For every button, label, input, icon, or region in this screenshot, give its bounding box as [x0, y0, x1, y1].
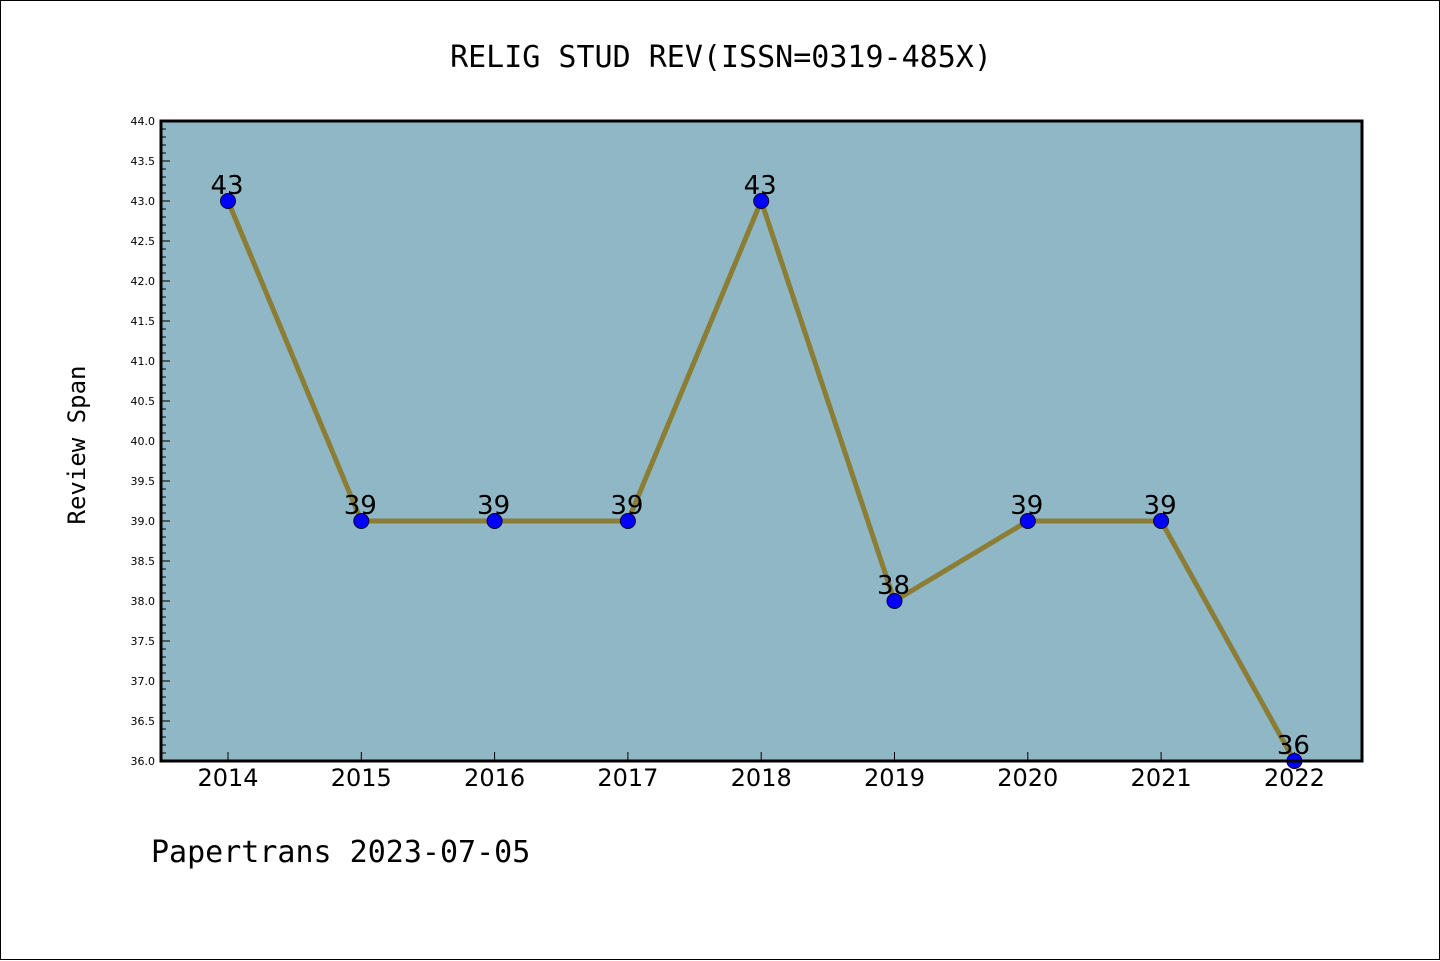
series-review-span [220, 193, 1303, 769]
x-tick-label: 2016 [464, 764, 525, 792]
y-tick-label: 43.0 [131, 195, 156, 208]
data-point [1153, 513, 1170, 529]
chart-title: RELIG STUD REV(ISSN=0319-485X) [450, 40, 992, 75]
y-tick-label: 39.5 [131, 475, 156, 488]
data-label: 43 [744, 171, 777, 201]
y-tick-label: 38.5 [131, 555, 156, 568]
y-tick-label: 40.0 [131, 435, 156, 448]
plot-area [161, 121, 1362, 761]
y-tick-label: 40.5 [131, 395, 156, 408]
y-tick-label: 37.0 [131, 675, 156, 688]
x-tick-label: 2017 [597, 764, 658, 792]
data-point [886, 593, 903, 609]
plot-border [159, 119, 1364, 763]
y-tick-label: 36.0 [131, 755, 156, 768]
footer-caption: Papertrans 2023-07-05 [151, 835, 531, 870]
data-label: 39 [1010, 491, 1043, 521]
data-labels: 43 39 39 39 43 38 39 39 36 [210, 171, 1309, 761]
y-tick-label: 44.0 [131, 115, 156, 128]
y-tick-label: 37.5 [131, 635, 156, 648]
x-tick-label: 2019 [864, 764, 925, 792]
x-tick-label: 2014 [197, 764, 258, 792]
data-label: 39 [344, 491, 377, 521]
y-tick-label: 43.5 [131, 155, 156, 168]
y-tick-label: 36.5 [131, 715, 156, 728]
y-tick-label: 39.0 [131, 515, 156, 528]
data-point [486, 513, 503, 529]
data-label: 39 [610, 491, 643, 521]
data-label: 36 [1277, 731, 1310, 761]
y-tick-label: 41.5 [131, 315, 156, 328]
x-tick-label: 2020 [997, 764, 1058, 792]
data-point [353, 513, 370, 529]
data-point [1019, 513, 1036, 529]
y-axis-label: Review Span [63, 366, 91, 525]
data-label: 43 [210, 171, 243, 201]
data-point [753, 193, 770, 209]
data-point [619, 513, 636, 529]
y-axis: 36.0 36.5 37.0 37.5 38.0 38.5 39.0 39.5 40.0 40.5… [131, 115, 170, 768]
y-tick-label: 38.0 [131, 595, 156, 608]
y-tick-label: 42.0 [131, 275, 156, 288]
data-point [220, 193, 236, 209]
data-label: 38 [877, 571, 910, 601]
data-label: 39 [477, 491, 510, 521]
data-label: 39 [1144, 491, 1177, 521]
y-tick-label: 42.5 [131, 235, 156, 248]
x-tick-label: 2015 [331, 764, 392, 792]
x-tick-label: 2021 [1131, 764, 1192, 792]
y-tick-label: 41.0 [131, 355, 156, 368]
x-tick-label: 2018 [731, 764, 792, 792]
